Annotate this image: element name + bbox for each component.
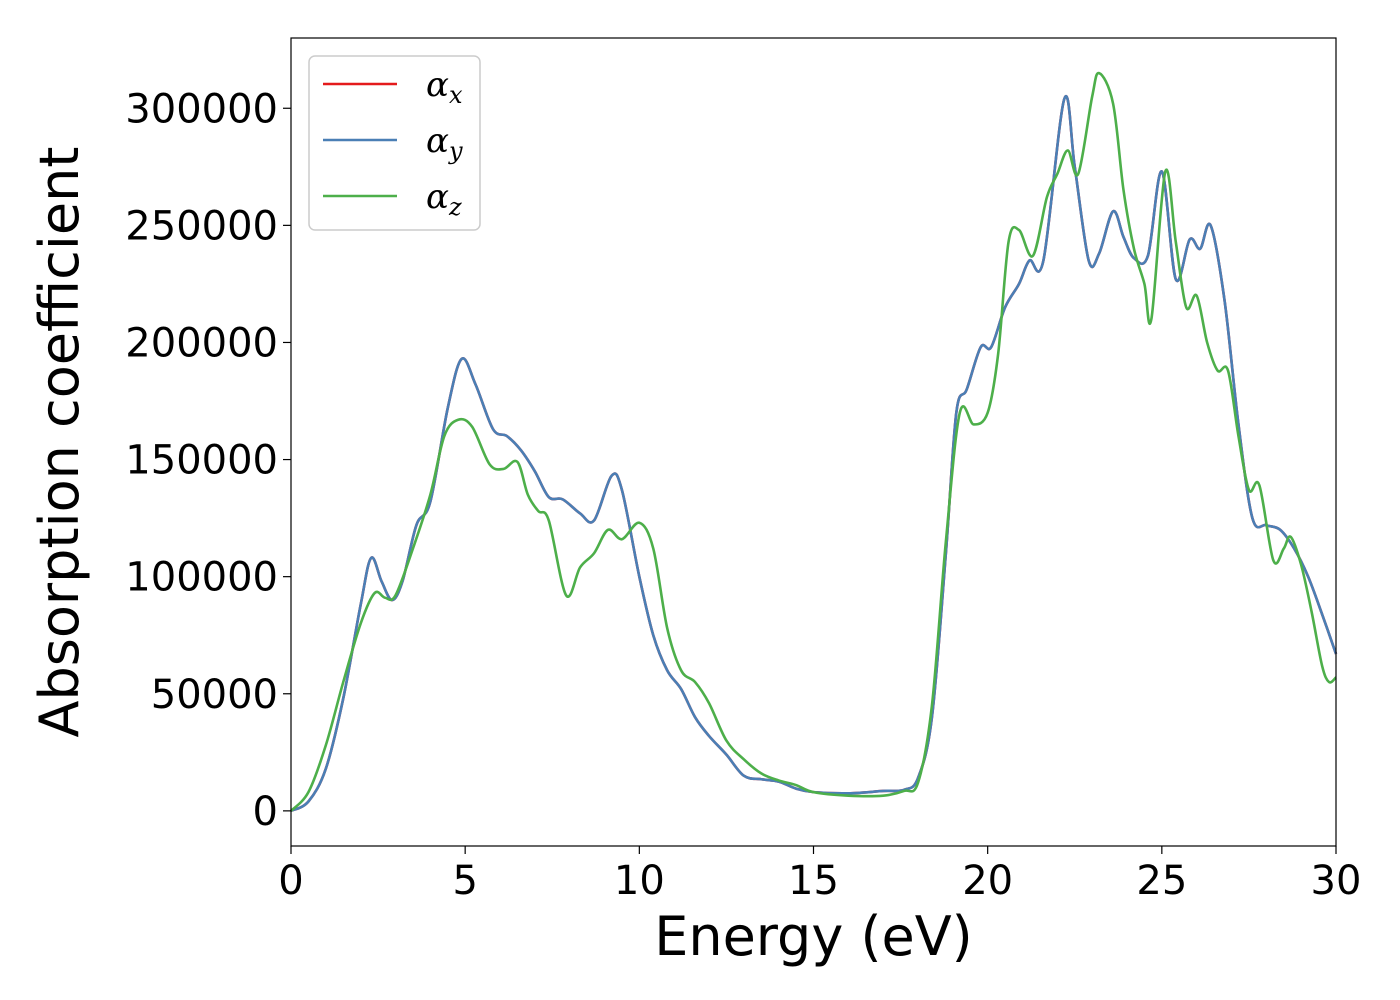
y-tick-label: 50000	[151, 672, 278, 718]
x-tick-label: 30	[1311, 858, 1362, 904]
x-tick-label: 10	[614, 858, 665, 904]
legend-box	[308, 55, 481, 231]
series-line-y	[290, 95, 1338, 813]
y-tick-label: 0	[253, 789, 278, 835]
y-tick-label: 300000	[125, 86, 278, 132]
x-tick-label: 25	[1136, 858, 1187, 904]
series-layer	[290, 71, 1338, 813]
y-tick-label: 150000	[125, 438, 278, 484]
y-tick-label: 200000	[125, 320, 278, 366]
legend-label-x: αx	[426, 65, 463, 109]
legend-label-y: αy	[426, 121, 463, 165]
legend-label-z: αz	[426, 177, 462, 221]
y-axis-title: Absorption coefficient	[28, 147, 91, 738]
x-tick-label: 0	[278, 858, 303, 904]
x-tick-label: 5	[452, 858, 477, 904]
y-tick-label: 100000	[125, 555, 278, 601]
series-line-z	[290, 71, 1337, 812]
x-tick-label: 20	[962, 858, 1013, 904]
y-axis: 0 50000 100000 150000 200000 250000 300000	[125, 86, 291, 835]
x-axis-title: Energy (eV)	[654, 905, 973, 968]
legend: αx αy αz	[308, 55, 481, 231]
x-tick-label: 15	[788, 858, 839, 904]
x-axis: 0 5 10 15 20 25 30	[278, 846, 1361, 904]
y-tick-label: 250000	[125, 203, 278, 249]
